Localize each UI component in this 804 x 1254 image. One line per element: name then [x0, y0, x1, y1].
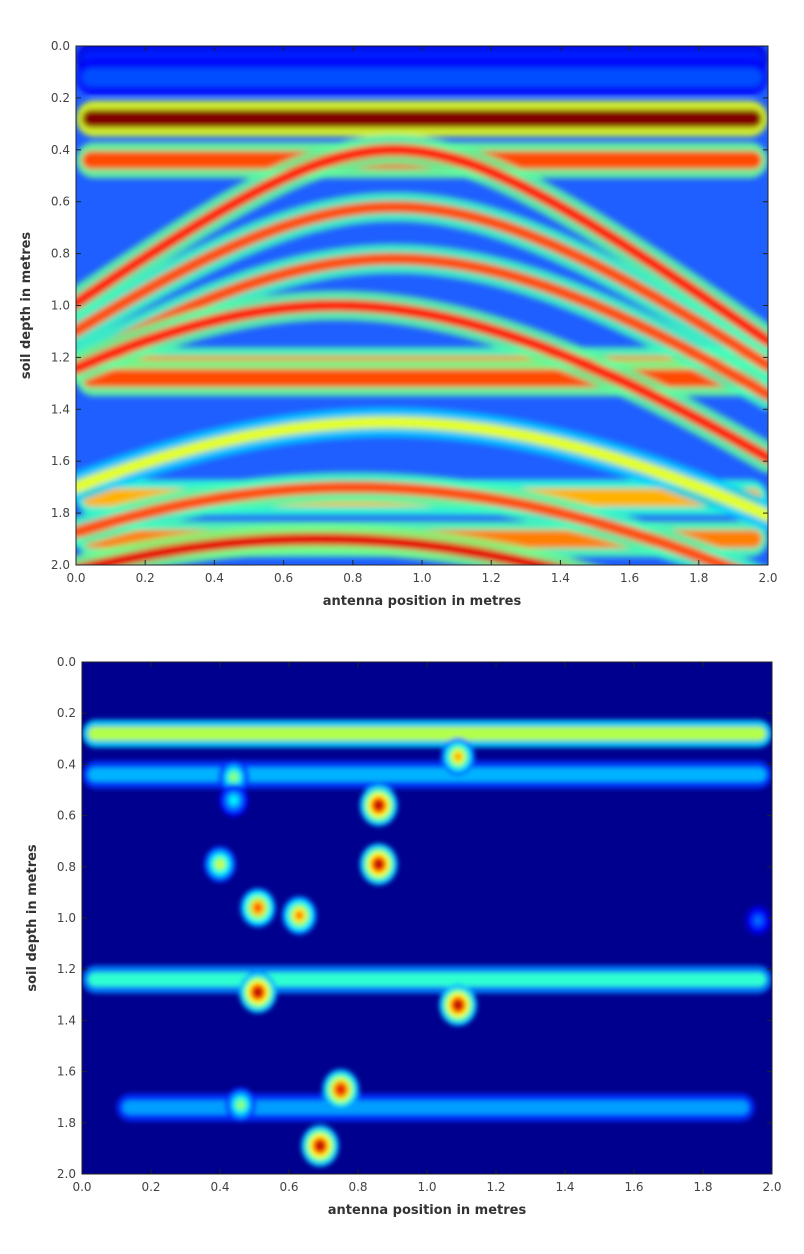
bottom-y-tick-label-5: 1.0 [57, 911, 76, 925]
bottom-y-tick-label-9: 1.8 [57, 1116, 76, 1130]
bottom-chart-panel: 0.0 0.2 0.4 0.6 0.8 1.0 1.2 1.4 1.6 1.8 2.0 0.0 0.2 0… [0, 627, 804, 1254]
top-hyperbola-1 [76, 200, 768, 372]
bottom-heatmap-chart: 0.0 0.2 0.4 0.6 0.8 1.0 1.2 1.4 1.6 1.8 2.00.00.20… [25, 655, 782, 1218]
bottom-y-tick-label-1: 0.2 [57, 706, 76, 720]
top-y-tick-label-10: 2.0 [51, 558, 70, 572]
top-y-tick-label-1: 0.2 [51, 91, 70, 105]
top-band-2 [82, 109, 762, 128]
bottom-hotspot-12 [336, 1084, 345, 1095]
bottom-x-tick-label-7: 1.4 [555, 1180, 574, 1194]
top-plot-area [76, 46, 768, 565]
top-hyperbola-0 [76, 143, 768, 348]
bottom-x-tick-label-0: 0.0 [72, 1180, 91, 1194]
top-x-tick-label-7: 1.4 [551, 571, 570, 585]
bottom-hotspot-13 [315, 1141, 325, 1151]
bottom-hotspot-0 [454, 752, 462, 761]
top-y-tick-label-4: 0.8 [51, 247, 70, 261]
top-x-tick-label-1: 0.2 [136, 571, 155, 585]
bottom-hotspot-5 [374, 859, 383, 869]
top-y-tick-label-6: 1.2 [51, 350, 70, 364]
bottom-band-3 [122, 1100, 749, 1115]
bottom-y-tick-label-8: 1.6 [57, 1065, 76, 1079]
bottom-hotspot-9 [253, 987, 263, 997]
bottom-hotspot-3 [374, 800, 383, 810]
top-y-tick-label-0: 0.0 [51, 39, 70, 53]
top-y-tick-label-9: 1.8 [51, 506, 70, 520]
bottom-band-1 [88, 767, 766, 782]
top-x-tick-label-4: 0.8 [343, 571, 362, 585]
bottom-y-tick-label-2: 0.4 [57, 757, 76, 771]
top-x-tick-label-9: 1.8 [689, 571, 708, 585]
bottom-x-tick-label-5: 1.0 [417, 1180, 436, 1194]
bottom-hotspot-10 [453, 1000, 463, 1010]
bottom-x-tick-label-8: 1.6 [624, 1180, 643, 1194]
bottom-y-axis-title: soil depth in metres [25, 844, 40, 992]
top-hyperbola-6 [76, 532, 563, 565]
bottom-x-tick-label-9: 1.8 [693, 1180, 712, 1194]
top-x-tick-label-3: 0.6 [274, 571, 293, 585]
top-x-tick-label-8: 1.6 [620, 571, 639, 585]
bottom-x-tick-label-2: 0.4 [210, 1180, 229, 1194]
top-y-tick-label-5: 1.0 [51, 299, 70, 313]
top-x-tick-label-2: 0.4 [205, 571, 224, 585]
top-band-1 [82, 68, 762, 87]
top-x-tick-label-10: 2.0 [758, 571, 777, 585]
bottom-x-tick-label-6: 1.2 [486, 1180, 505, 1194]
top-hyperbola-3 [76, 299, 768, 464]
top-y-tick-label-7: 1.4 [51, 402, 70, 416]
bottom-hotspot-4 [216, 860, 224, 869]
top-axes: 0.0 0.2 0.4 0.6 0.8 1.0 1.2 1.4 1.6 1.8 2.00.00.20… [51, 39, 778, 585]
bottom-band-2 [88, 972, 766, 987]
bottom-hotspot-7 [295, 911, 304, 920]
bottom-hotspot-8 [755, 917, 762, 924]
bottom-y-tick-label-10: 2.0 [57, 1167, 76, 1181]
top-y-tick-label-2: 0.4 [51, 143, 70, 157]
bottom-y-tick-label-6: 1.2 [57, 962, 76, 976]
top-chart-panel: 0.0 0.2 0.4 0.6 0.8 1.0 1.2 1.4 1.6 1.8 2.0 0.0 0.2 0… [19, 39, 778, 609]
bottom-y-tick-label-0: 0.0 [57, 655, 76, 669]
top-heatmap-chart: 0.0 0.2 0.4 0.6 0.8 1.0 1.2 1.4 1.6 1.8 2.00.00.20… [19, 39, 778, 609]
top-x-tick-label-5: 1.0 [412, 571, 431, 585]
bottom-x-tick-label-10: 2.0 [762, 1180, 781, 1194]
top-y-tick-label-3: 0.6 [51, 195, 70, 209]
top-x-tick-label-6: 1.2 [482, 571, 501, 585]
top-hyperbola-4 [76, 416, 768, 522]
top-y-tick-label-8: 1.6 [51, 454, 70, 468]
bottom-x-tick-label-4: 0.8 [348, 1180, 367, 1194]
top-hyperbola-2 [76, 252, 768, 401]
bottom-hotspot-2 [230, 796, 237, 804]
bottom-y-tick-label-7: 1.4 [57, 1013, 76, 1027]
top-y-axis-title: soil depth in metres [19, 232, 34, 380]
bottom-axes: 0.0 0.2 0.4 0.6 0.8 1.0 1.2 1.4 1.6 1.8 2.00.00.20… [57, 655, 782, 1194]
top-hyperbola-5 [76, 481, 739, 565]
bottom-hotspot-1 [230, 773, 238, 782]
bottom-y-tick-label-4: 0.8 [57, 860, 76, 874]
bottom-band-0 [88, 726, 766, 741]
bottom-x-tick-label-1: 0.2 [141, 1180, 160, 1194]
top-x-tick-label-0: 0.0 [66, 571, 85, 585]
bottom-y-tick-label-3: 0.6 [57, 809, 76, 823]
bottom-x-axis-title: antenna position in metres [328, 1203, 527, 1218]
top-x-axis-title: antenna position in metres [323, 594, 522, 609]
bottom-x-tick-label-3: 0.6 [279, 1180, 298, 1194]
bottom-hotspot-6 [254, 903, 262, 913]
bottom-plot-area [82, 662, 772, 1174]
bottom-hotspot-11 [237, 1101, 245, 1109]
